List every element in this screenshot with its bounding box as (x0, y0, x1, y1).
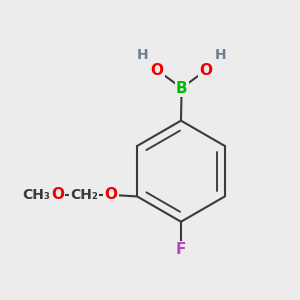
Text: H: H (137, 48, 148, 62)
Text: O: O (151, 63, 164, 78)
Text: F: F (176, 242, 186, 257)
Text: O: O (200, 63, 213, 78)
Text: CH₂: CH₂ (70, 188, 98, 202)
Text: CH₃: CH₃ (22, 188, 50, 202)
Text: O: O (51, 187, 64, 202)
Text: B: B (176, 80, 188, 95)
Text: H: H (215, 48, 226, 62)
Text: O: O (105, 187, 118, 202)
